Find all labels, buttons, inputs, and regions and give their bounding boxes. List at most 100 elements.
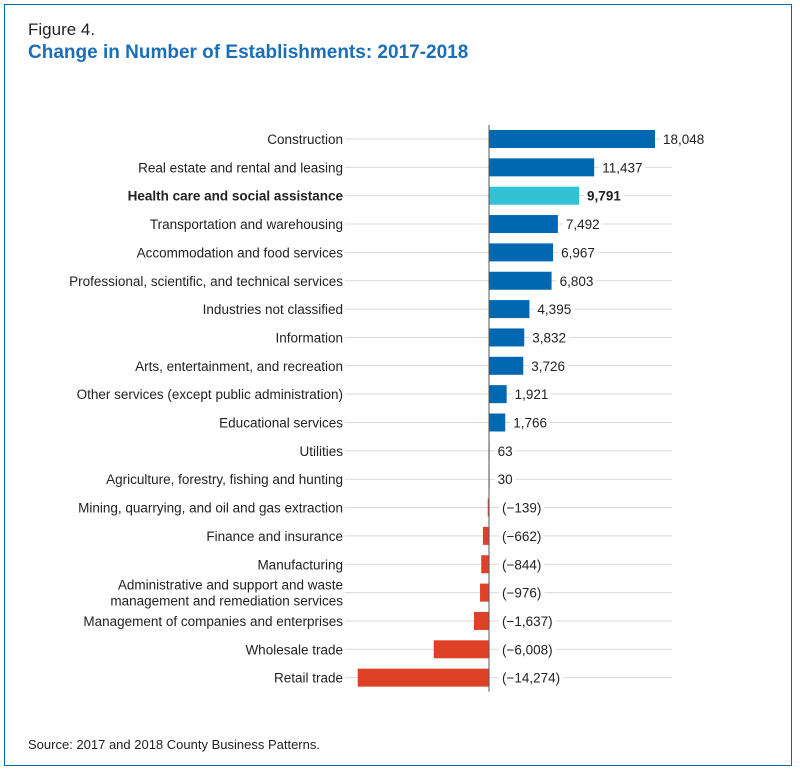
value-label: 30	[498, 472, 513, 487]
value-label: 1,921	[515, 387, 549, 402]
value-label-bg	[499, 640, 556, 659]
category-label: Administrative and support and waste mana…	[110, 578, 343, 609]
value-label: (−976)	[502, 586, 541, 601]
category-label: Construction	[267, 132, 343, 147]
value-label-bg	[499, 611, 556, 630]
value-label-bg	[499, 668, 564, 687]
bar	[357, 668, 489, 687]
value-label: (−139)	[502, 501, 541, 516]
value-label-bg	[558, 243, 598, 262]
chart-row: Professional, scientific, and technical …	[69, 271, 672, 290]
category-label: Mining, quarrying, and oil and gas extra…	[78, 501, 343, 516]
bar	[489, 186, 580, 205]
category-label: Industries not classified	[203, 302, 343, 317]
bar	[489, 130, 655, 148]
category-label: Wholesale trade	[245, 642, 343, 657]
value-label: 6,967	[561, 245, 595, 260]
category-label: Agriculture, forestry, fishing and hunti…	[106, 472, 343, 487]
value-label: 3,726	[531, 359, 565, 374]
category-label: Manufacturing	[257, 557, 343, 572]
value-label-bg	[528, 356, 569, 375]
value-label: (−662)	[502, 529, 541, 544]
value-label-bg	[511, 385, 552, 404]
value-label: (−844)	[502, 557, 541, 572]
value-label: (−1,637)	[502, 614, 553, 629]
value-label-bg	[562, 215, 603, 234]
category-label: Accommodation and food services	[137, 245, 344, 260]
chart-row: Retail trade (−14,274)	[274, 668, 672, 687]
chart-row: Manufacturing (−844)	[257, 555, 672, 574]
bar	[482, 526, 489, 545]
bar	[489, 215, 558, 234]
category-label: Transportation and warehousing	[150, 217, 343, 232]
category-label: Information	[275, 330, 343, 345]
chart-row: Educational services 1,766	[219, 413, 672, 432]
value-label-bg	[529, 328, 570, 347]
bar	[489, 158, 595, 177]
value-label: (−6,008)	[502, 642, 553, 657]
value-label-bg	[660, 130, 708, 148]
value-label: 1,766	[513, 416, 547, 431]
chart-row: Construction 18,048	[267, 130, 708, 148]
figure-label: Figure 4.	[28, 20, 96, 39]
bar	[489, 300, 530, 319]
chart-row: Administrative and support and waste mana…	[110, 578, 672, 609]
value-label-bg	[499, 583, 545, 602]
category-label: Real estate and rental and leasing	[138, 160, 343, 175]
category-label: Utilities	[299, 444, 343, 459]
value-label-bg	[494, 441, 516, 460]
chart-row: Transportation and warehousing 7,492	[150, 215, 672, 234]
bar	[489, 356, 524, 375]
chart-title: Change in Number of Establishments: 2017…	[28, 42, 469, 63]
value-label-bg	[499, 526, 545, 545]
chart-row: Real estate and rental and leasing 11,437	[138, 158, 672, 177]
chart-row: Other services (except public administra…	[77, 385, 672, 404]
chart-row: Industries not classified 4,395	[203, 300, 672, 319]
value-label-bg	[534, 300, 575, 319]
value-label-bg	[556, 271, 597, 290]
chart-row: Management of companies and enterprises (…	[83, 611, 672, 630]
source-note: Source: 2017 and 2018 County Business Pa…	[28, 737, 320, 752]
bar	[480, 583, 489, 602]
chart-row: Agriculture, forestry, fishing and hunti…	[106, 470, 672, 489]
value-label: 11,437	[602, 160, 642, 175]
chart-row: Information 3,832	[275, 328, 672, 347]
chart-row: Health care and social assistance 9,791	[128, 186, 672, 205]
category-label: Educational services	[219, 416, 343, 431]
category-label: Finance and insurance	[206, 529, 343, 544]
chart-row: Finance and insurance (−662)	[206, 526, 672, 545]
value-label: 63	[498, 444, 513, 459]
chart-row: Wholesale trade (−6,008)	[245, 640, 672, 659]
value-label-bg	[584, 186, 624, 205]
bar	[481, 555, 489, 574]
category-label: Health care and social assistance	[128, 189, 344, 204]
value-label-bg	[599, 158, 646, 177]
bar	[489, 271, 552, 290]
category-label: Professional, scientific, and technical …	[69, 274, 343, 289]
bar	[489, 328, 525, 347]
chart-row: Mining, quarrying, and oil and gas extra…	[78, 498, 672, 517]
category-label: Retail trade	[274, 671, 343, 686]
value-label: 9,791	[587, 189, 621, 204]
bar	[489, 385, 507, 404]
bar	[489, 243, 554, 262]
value-label-bg	[499, 498, 545, 517]
value-label-bg	[499, 555, 545, 574]
chart-row: Utilities 63	[299, 441, 672, 460]
value-label-bg	[510, 413, 551, 432]
value-label: 3,832	[532, 330, 566, 345]
category-label: Other services (except public administra…	[77, 387, 343, 402]
value-label: 4,395	[537, 302, 571, 317]
value-label: 7,492	[566, 217, 600, 232]
chart-row: Accommodation and food services 6,967	[137, 243, 672, 262]
bar	[489, 413, 506, 432]
category-label: Arts, entertainment, and recreation	[135, 359, 343, 374]
value-label: 18,048	[663, 132, 704, 147]
chart-row: Arts, entertainment, and recreation 3,726	[135, 356, 672, 375]
category-label: Management of companies and enterprises	[83, 614, 343, 629]
value-label: 6,803	[560, 274, 594, 289]
value-label: (−14,274)	[502, 671, 560, 686]
bar	[473, 611, 489, 630]
bar	[487, 498, 489, 517]
